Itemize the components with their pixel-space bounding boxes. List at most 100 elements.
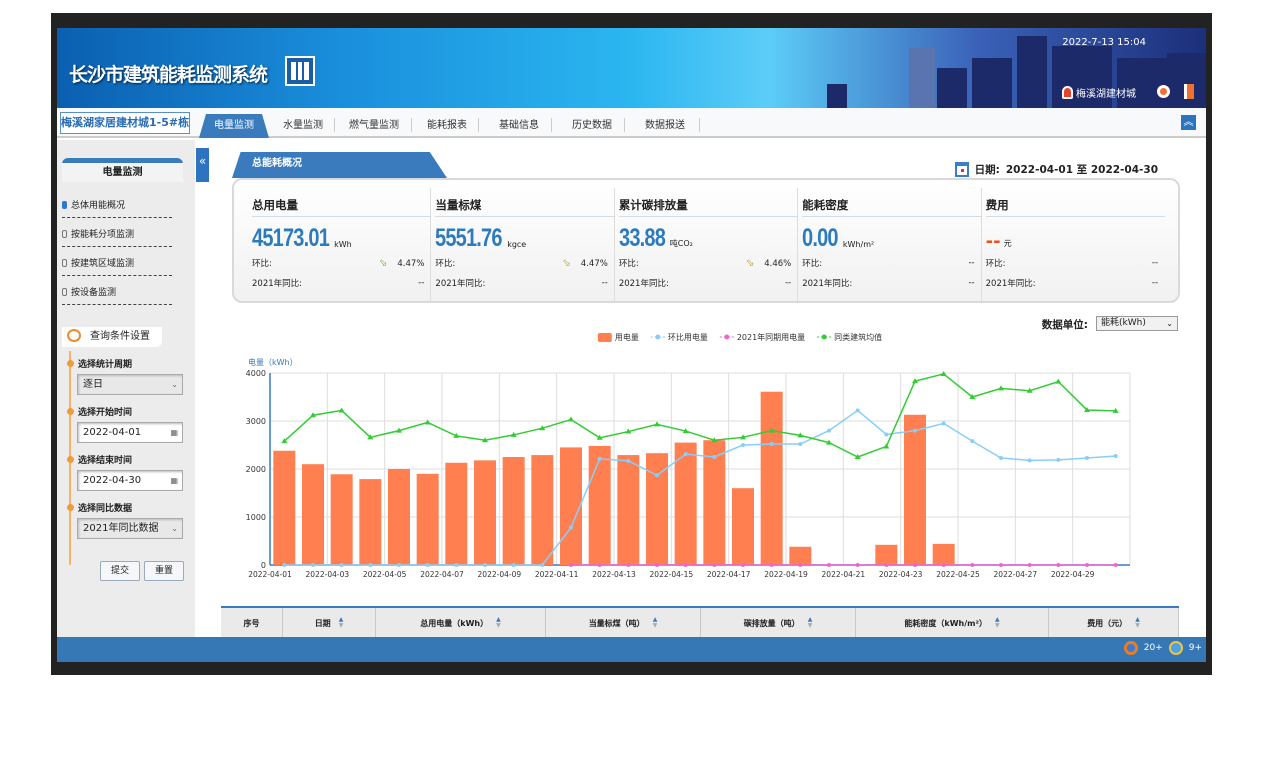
data-point — [626, 563, 631, 567]
query-panel: 查询条件设置 选择统计周期 逐日 ⌄ 选择开始时间 2022-04-01 ▦ 选择结… — [57, 323, 195, 643]
kpi-title: 能耗密度 — [802, 188, 982, 217]
chevron-down-icon: ⌄ — [171, 380, 178, 389]
data-point — [769, 563, 774, 567]
date-range-value: 2022-04-01 至 2022-04-30 — [1005, 164, 1158, 176]
y-tick-label: 0 — [261, 561, 266, 570]
sidebar-item-label: 按设备监测 — [71, 288, 117, 298]
tab-electricity[interactable]: 电量监测 — [199, 114, 269, 138]
section-title: 总能耗概况 — [232, 152, 447, 178]
period-select[interactable]: 逐日 ⌄ — [77, 374, 183, 395]
data-point — [368, 563, 373, 567]
tab-gas[interactable]: 燃气量监测 — [349, 120, 399, 131]
compare-select[interactable]: 2021年同比数据 ⌄ — [77, 518, 183, 539]
kpi-title: 费用 — [985, 188, 1166, 217]
column-header[interactable]: 总用电量（kWh） ▲ ▼ — [376, 608, 546, 638]
data-point — [339, 563, 344, 567]
tab-basic-info[interactable]: 基础信息 — [499, 120, 539, 131]
data-point — [569, 563, 573, 567]
calendar-icon: ▦ — [170, 428, 178, 437]
data-point — [1085, 455, 1089, 460]
data-point — [884, 563, 889, 567]
x-tick-label: 2022-04-21 — [822, 570, 866, 579]
sort-icon: ▲ ▼ — [652, 616, 658, 629]
mom-value: -- — [968, 258, 975, 268]
collapse-header-icon[interactable]: ︽ — [1181, 115, 1196, 130]
mom-label: 环比: — [618, 259, 639, 269]
data-point — [769, 442, 774, 447]
x-tick-label: 2022-04-05 — [363, 570, 407, 579]
sort-icon: ▲ ▼ — [807, 616, 813, 629]
data-point — [625, 428, 632, 434]
end-date-input[interactable]: 2022-04-30 ▦ — [77, 470, 183, 491]
legend-label: 2021年同期用电量 — [737, 332, 805, 342]
pointer-icon — [62, 229, 67, 238]
data-point — [712, 563, 717, 567]
data-point — [969, 394, 976, 399]
data-point — [425, 563, 430, 567]
column-header[interactable]: 日期 ▲ ▼ — [283, 608, 376, 638]
bar — [932, 543, 955, 565]
x-tick-label: 2022-04-29 — [1051, 570, 1095, 579]
kpi-unit: kWh — [334, 240, 352, 249]
data-point — [711, 437, 718, 443]
logout-icon[interactable] — [1184, 84, 1194, 99]
tab-water[interactable]: 水量监测 — [283, 120, 323, 131]
sidebar-item-by-device[interactable]: 按设备监测 — [62, 285, 172, 305]
pointer-icon — [62, 287, 67, 296]
top-navigation: 梅溪湖家居建材城1-5#栋 电量监测 水量监测 燃气量监测 能耗报表 基础信息 … — [57, 108, 1206, 138]
data-point — [740, 434, 746, 440]
data-point — [827, 563, 831, 567]
settings-gear-icon[interactable] — [1157, 85, 1170, 98]
bar — [273, 450, 296, 565]
data-point — [1055, 378, 1062, 384]
series-line — [284, 409, 1116, 566]
tab-history[interactable]: 历史数据 — [572, 120, 612, 131]
building-selector[interactable]: 梅溪湖家居建材城1-5#栋 — [60, 112, 190, 134]
data-point — [281, 438, 288, 444]
sidebar-item-by-category[interactable]: 按能耗分项监测 — [62, 227, 172, 247]
data-point — [338, 407, 345, 413]
column-header[interactable]: 能耗密度（kWh/m²） ▲ ▼ — [856, 608, 1049, 638]
sort-icon: ▲ ▼ — [994, 616, 1000, 629]
unit-select[interactable]: 能耗(kWh) ⌄ — [1096, 316, 1178, 331]
sidebar-item-by-area[interactable]: 按建筑区域监测 — [62, 256, 172, 276]
unit-label: 数据单位: — [1041, 319, 1088, 331]
bar — [588, 445, 611, 565]
column-header[interactable]: 当量标煤（吨） ▲ ▼ — [546, 608, 701, 638]
submit-button[interactable]: 提交 — [100, 561, 140, 581]
legend-marker — [821, 334, 827, 340]
legend-label: 用电量 — [615, 332, 639, 342]
pointer-icon — [62, 200, 67, 209]
sidebar-item-label: 按建筑区域监测 — [71, 259, 135, 269]
y-tick-label: 4000 — [246, 369, 266, 378]
data-point — [826, 439, 832, 445]
user-menu[interactable]: 梅溪湖建材城 — [1062, 85, 1136, 100]
sidebar-item-overview[interactable]: 总体用能概况 — [62, 198, 172, 218]
collapse-sidebar-icon[interactable]: « — [196, 148, 209, 182]
data-point — [311, 563, 315, 567]
sidebar-item-label: 按能耗分项监测 — [71, 230, 135, 240]
tab-data-report[interactable]: 数据报送 — [645, 120, 685, 131]
column-header[interactable]: 碳排放量（吨） ▲ ▼ — [701, 608, 856, 638]
ie-icon — [1168, 641, 1183, 655]
data-point — [483, 563, 487, 567]
kpi-value: 0.00 — [802, 224, 839, 252]
bar — [416, 473, 439, 565]
data-point — [941, 421, 946, 426]
start-date-input[interactable]: 2022-04-01 ▦ — [77, 422, 183, 443]
chevron-down-icon: ⌄ — [171, 524, 178, 533]
legend-label: 环比用电量 — [668, 332, 708, 342]
data-point — [884, 432, 889, 437]
data-point — [683, 563, 688, 567]
tab-energy-report[interactable]: 能耗报表 — [427, 120, 467, 131]
building-logo-icon — [285, 56, 315, 86]
reset-button[interactable]: 重置 — [144, 561, 184, 581]
y-tick-label: 1000 — [246, 513, 266, 522]
data-point — [912, 378, 918, 384]
column-header[interactable]: 费用（元） ▲ ▼ — [1049, 608, 1179, 638]
energy-chart: 0 1000 2000 3000 4000 电量（kWh） 2022-04-01 2022-0… — [246, 332, 1131, 579]
data-table-header: 序号 日期 ▲ ▼ 总用电量（kWh） ▲ ▼ 当量标煤（吨） ▲ ▼ 碳排放量（吨） ▲ ▼ 能耗密度（… — [221, 606, 1179, 638]
browser-support: 20+ 9+ — [1123, 641, 1202, 655]
bar — [789, 546, 812, 565]
data-point — [655, 473, 659, 478]
